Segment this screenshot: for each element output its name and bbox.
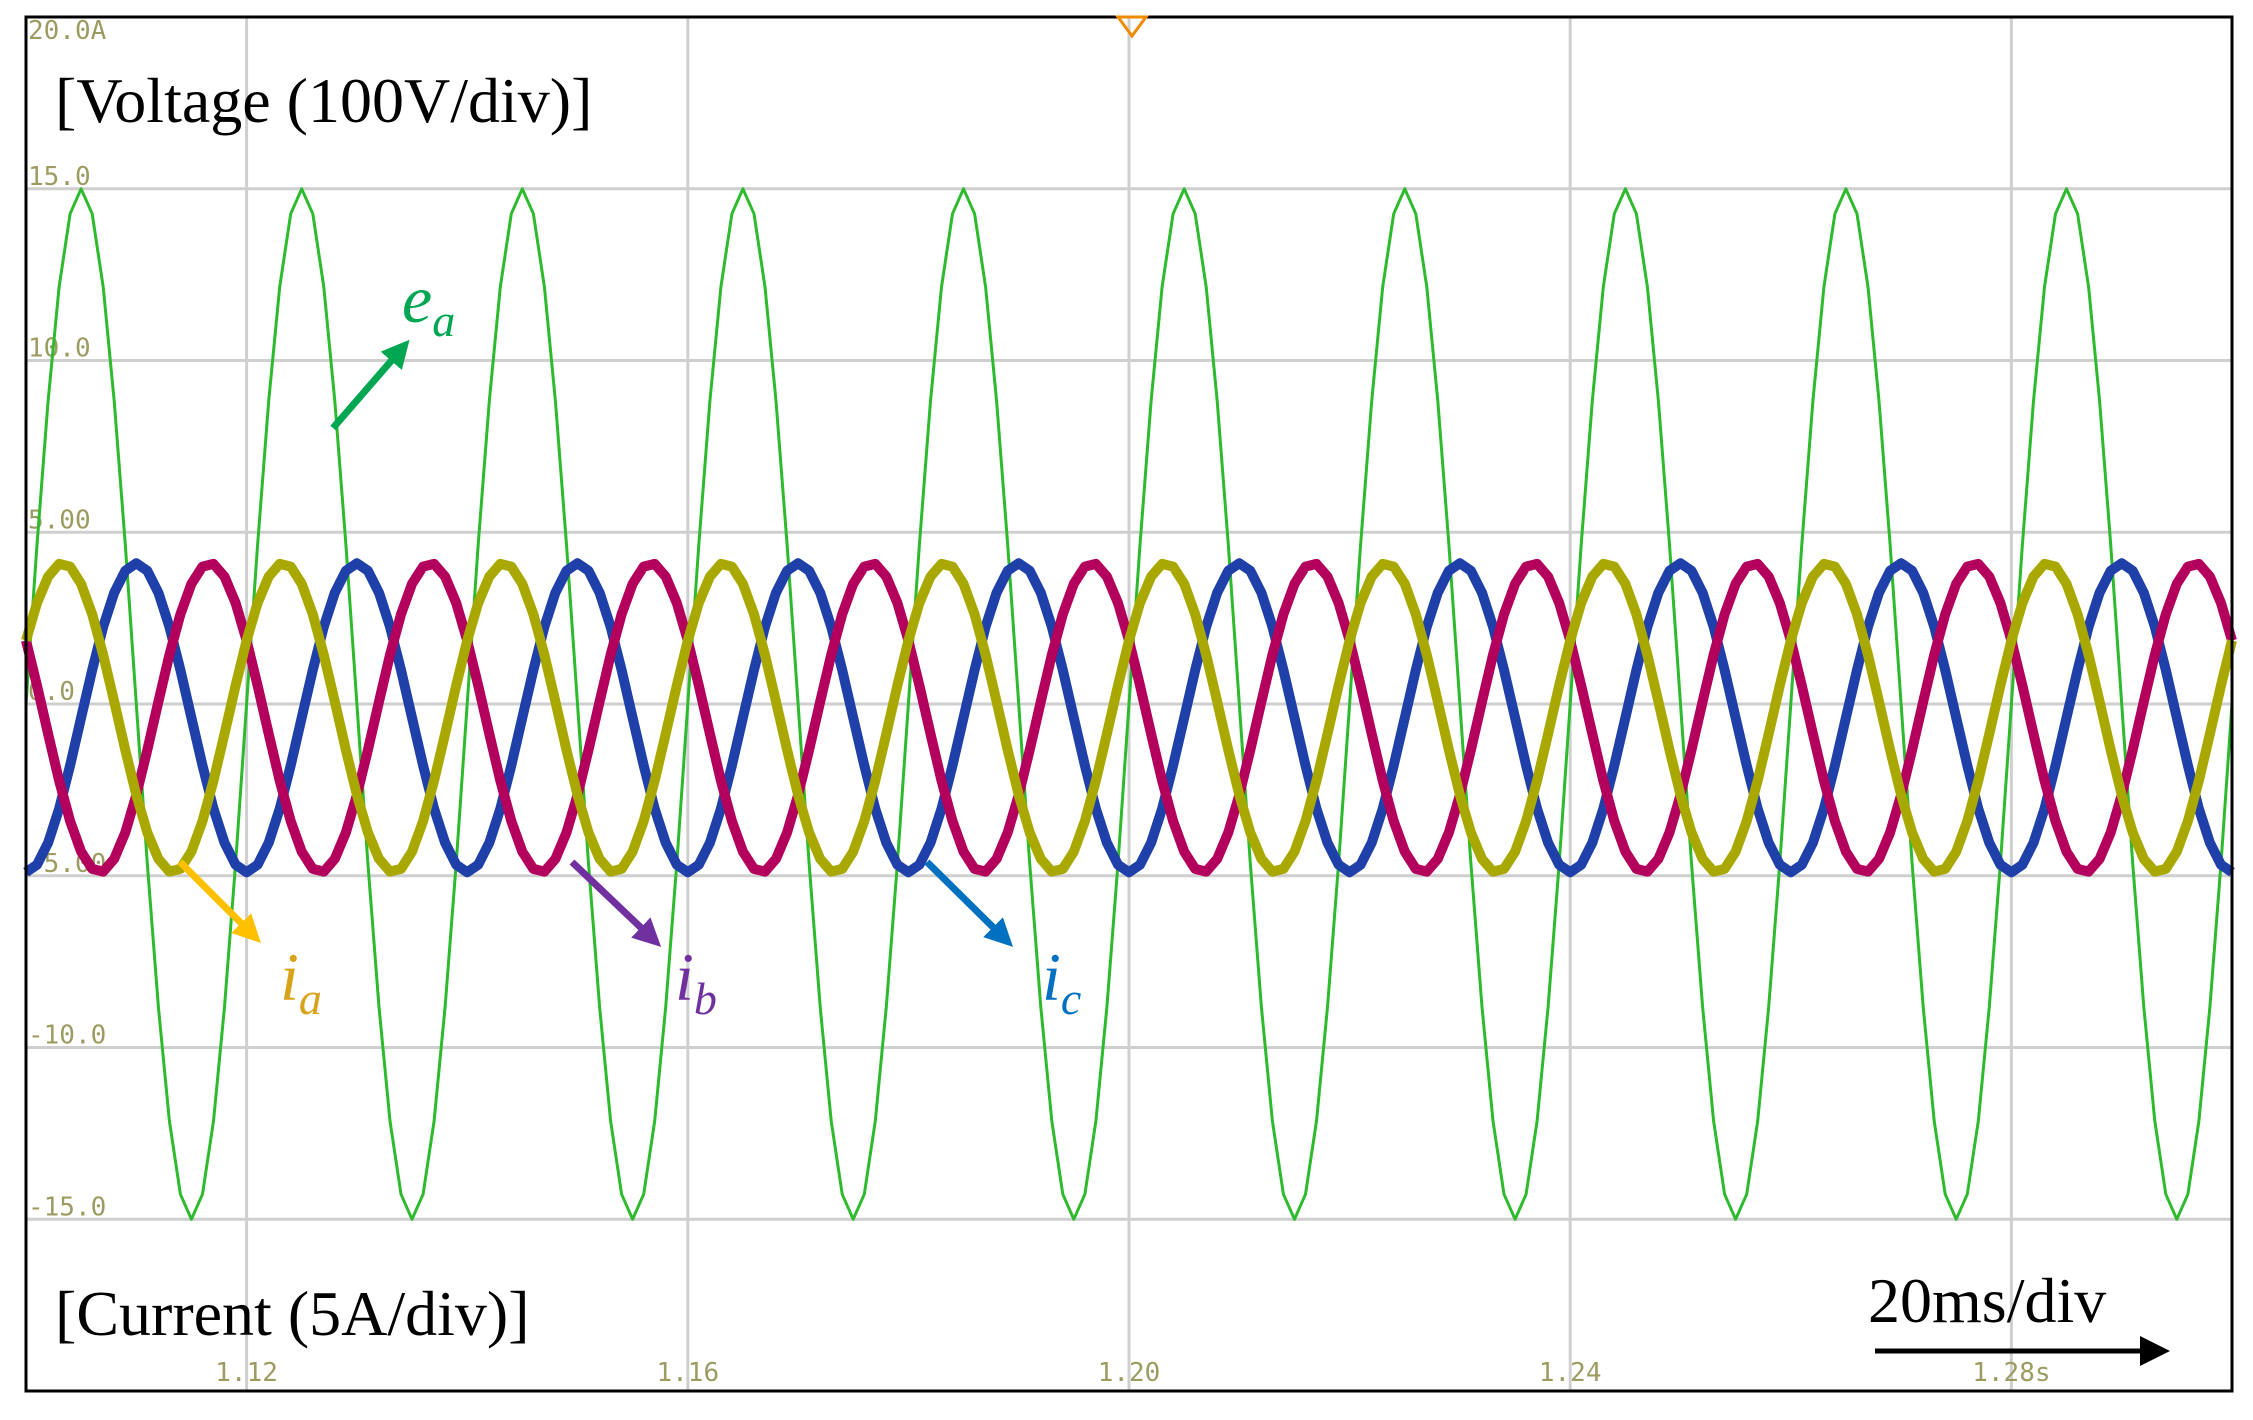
trace-label-sub: c [1061, 973, 1081, 1024]
trace [24, 187, 2234, 1221]
label-arrow [177, 859, 261, 943]
y-tick-label: -10.0 [28, 1021, 106, 1051]
trace [21, 558, 2237, 877]
trace-label-main: i [280, 939, 299, 1015]
trace-label-main: i [675, 939, 694, 1015]
trace-label: ic [1042, 939, 1081, 1024]
trace-label: ea [402, 261, 455, 346]
x-tick-label: 1.12 [215, 1358, 278, 1388]
trace-label-sub: a [432, 295, 455, 346]
time-scale: 20ms/div [1868, 1265, 2106, 1336]
trace-label-sub: b [694, 973, 717, 1024]
voltage-label: [Voltage (100V/div)] [55, 65, 592, 136]
trigger-marker [1115, 15, 1149, 39]
trace-label-sub: a [299, 973, 322, 1024]
label-arrow [330, 339, 410, 431]
y-tick-label: -15.0 [28, 1192, 106, 1222]
traces [21, 187, 2237, 1221]
x-tick-label: 1.20 [1098, 1358, 1161, 1388]
label-arrow [569, 859, 662, 947]
x-tick-label: 1.16 [656, 1358, 719, 1388]
trace-label: ib [675, 939, 717, 1024]
y-tick-label: 15.0 [28, 162, 91, 192]
trace-label-main: e [402, 261, 432, 337]
y-tick-label: 20.0A [28, 16, 107, 46]
y-tick-label: 10.0 [28, 334, 91, 364]
x-tick-label: 1.28s [1972, 1358, 2050, 1388]
x-tick-label: 1.24 [1539, 1358, 1602, 1388]
trace-label: ia [280, 939, 322, 1024]
current-label: [Current (5A/div)] [55, 1278, 530, 1349]
label-arrow [924, 859, 1013, 947]
trace-label-main: i [1042, 939, 1061, 1015]
